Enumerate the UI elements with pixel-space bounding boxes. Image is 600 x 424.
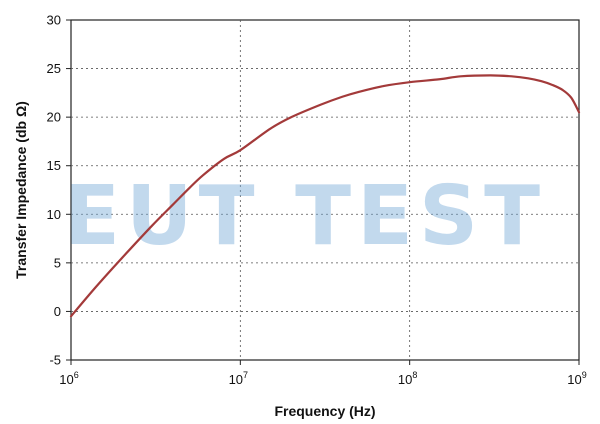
y-tick-label: -5 <box>49 353 61 368</box>
watermark-text: EUT TEST <box>64 169 546 264</box>
y-tick-label: 5 <box>54 255 61 270</box>
y-tick-label: 0 <box>54 304 61 319</box>
x-axis-title: Frequency (Hz) <box>274 403 375 419</box>
tick-marks <box>66 19 580 365</box>
grid-lines <box>71 20 579 360</box>
series-line <box>69 74 581 318</box>
y-tick-label: 15 <box>47 158 61 173</box>
x-tick-label: 109 <box>567 370 586 387</box>
x-tick-label: 107 <box>229 370 248 387</box>
plot-area <box>70 19 580 361</box>
y-tick-label: 25 <box>47 61 61 76</box>
y-tick-label: 20 <box>47 110 61 125</box>
y-tick-label: 10 <box>47 207 61 222</box>
x-tick-label: 108 <box>398 370 417 387</box>
y-axis-title: Transfer Impedance (db Ω) <box>13 101 29 279</box>
series-layer <box>69 74 581 318</box>
x-tick-labels: 106 107 108 109 <box>59 370 586 387</box>
x-tick-label: 106 <box>59 370 78 387</box>
y-tick-labels: -5 0 5 10 15 20 25 30 <box>47 13 61 368</box>
y-tick-label: 30 <box>47 13 61 28</box>
